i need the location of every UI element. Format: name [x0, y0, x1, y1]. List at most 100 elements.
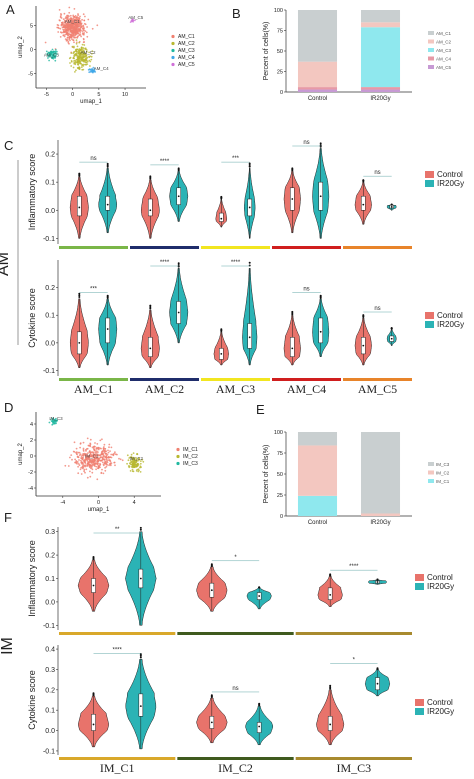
- scatter-point: [68, 27, 71, 30]
- scatter-point: [84, 54, 87, 56]
- group-strip: [130, 378, 199, 381]
- scatter-point: [77, 62, 80, 65]
- scatter-point: [73, 441, 76, 444]
- scatter-point: [103, 455, 105, 457]
- outlier: [258, 586, 261, 589]
- median-dot: [210, 589, 213, 592]
- scatter-point: [101, 461, 104, 464]
- panel-label-C: C: [4, 138, 13, 153]
- scatter-point: [57, 31, 60, 33]
- scatter-point: [54, 56, 57, 59]
- legend-swatch: [425, 312, 434, 319]
- scatter-point: [90, 58, 93, 61]
- x-tick-label: IR20Gy: [370, 96, 390, 102]
- scatter-point: [81, 465, 84, 468]
- scatter-point: [70, 17, 73, 19]
- scatter-point: [103, 451, 106, 454]
- scatter-point: [83, 19, 86, 22]
- y-tick-label: 0: [30, 47, 33, 53]
- scatter-point: [130, 460, 133, 463]
- scatter-point: [109, 464, 112, 467]
- median-dot: [291, 198, 294, 200]
- scatter-point: [67, 465, 70, 467]
- scatter-point: [60, 17, 63, 19]
- y-tick-label: 100: [274, 8, 283, 14]
- scatter-point: [96, 443, 99, 445]
- scatter-point: [107, 459, 110, 461]
- significance-label: ***: [90, 287, 98, 293]
- scatter-point: [81, 30, 84, 32]
- scatter-point: [70, 21, 73, 24]
- scatter-point: [72, 66, 75, 69]
- scatter-point: [53, 420, 56, 422]
- scatter-point: [82, 47, 85, 49]
- scatter-point: [129, 459, 132, 462]
- scatter-point: [66, 32, 68, 35]
- box: [361, 195, 366, 211]
- scatter-point: [101, 468, 103, 471]
- scatter-point: [91, 27, 94, 30]
- scatter-point: [64, 30, 67, 33]
- legend-swatch: [171, 48, 175, 53]
- scatter-point: [83, 468, 86, 471]
- legend-swatch: [428, 48, 434, 52]
- scatter-point: [131, 19, 134, 22]
- scatter-point: [81, 50, 84, 52]
- scatter-point: [71, 32, 74, 34]
- scatter-point: [80, 66, 83, 68]
- scatter-point: [129, 470, 132, 472]
- x-tick-label: 0: [71, 92, 74, 98]
- bar-segment: [360, 432, 401, 514]
- scatter-point: [110, 453, 113, 456]
- y-tick-label: 0.1: [45, 313, 55, 320]
- scatter-point: [61, 22, 63, 24]
- bar-segment: [360, 87, 401, 90]
- outlier: [319, 294, 322, 297]
- y-tick-label: 75: [277, 451, 283, 457]
- scatter-point: [45, 50, 48, 53]
- x-tick-label: -5: [44, 92, 49, 98]
- bar-segment: [360, 89, 401, 92]
- scatter-point: [78, 22, 81, 25]
- scatter-point: [126, 462, 128, 465]
- legend-label: IM_C1: [436, 479, 450, 484]
- y-tick-label: 0.1: [45, 708, 55, 715]
- median-dot: [362, 344, 365, 347]
- x-tick-label: Control: [308, 96, 327, 102]
- scatter-point: [84, 459, 86, 462]
- y-tick-label: 50: [277, 472, 283, 478]
- scatter-point: [75, 451, 78, 453]
- scatter-point: [81, 59, 84, 62]
- outlier: [78, 294, 81, 297]
- legend-swatch: [415, 574, 424, 581]
- scatter-point: [75, 453, 78, 455]
- y-tick-label: -0.1: [43, 748, 55, 755]
- bar-segment: [360, 10, 401, 23]
- group-strip: [295, 757, 412, 760]
- box: [77, 195, 82, 217]
- legend-swatch: [425, 180, 434, 187]
- bar-segment: [360, 27, 401, 88]
- scatter-point: [73, 41, 75, 44]
- scatter-point: [72, 24, 74, 26]
- scatter-point: [82, 63, 85, 66]
- scatter-point: [59, 36, 62, 38]
- median-dot: [210, 721, 213, 724]
- scatter-point: [80, 48, 83, 51]
- scatter-point: [78, 25, 81, 28]
- scatter-point: [69, 56, 72, 59]
- scatter-point: [74, 458, 76, 461]
- scatter-point: [79, 442, 82, 444]
- scatter-point: [82, 51, 85, 54]
- scatter-point: [68, 11, 71, 14]
- legend-label: Control: [427, 573, 453, 582]
- umap-A: -5 0 5 10-505umap_1umap_2AM_C1AM_C2AM_C3AM_…: [18, 6, 195, 105]
- group-strip: [59, 246, 128, 249]
- bar-segment: [297, 61, 338, 88]
- scatter-point: [104, 452, 107, 455]
- scatter-point: [73, 61, 76, 64]
- scatter-point: [68, 15, 70, 18]
- scatter-point: [93, 465, 96, 467]
- scatter-point: [75, 42, 78, 45]
